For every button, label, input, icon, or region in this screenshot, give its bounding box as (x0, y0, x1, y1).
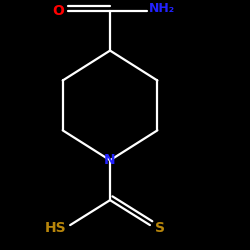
Text: O: O (52, 4, 64, 18)
Text: NH₂: NH₂ (149, 2, 176, 15)
Text: N: N (104, 153, 116, 167)
Text: S: S (155, 220, 165, 234)
Text: HS: HS (44, 220, 66, 234)
